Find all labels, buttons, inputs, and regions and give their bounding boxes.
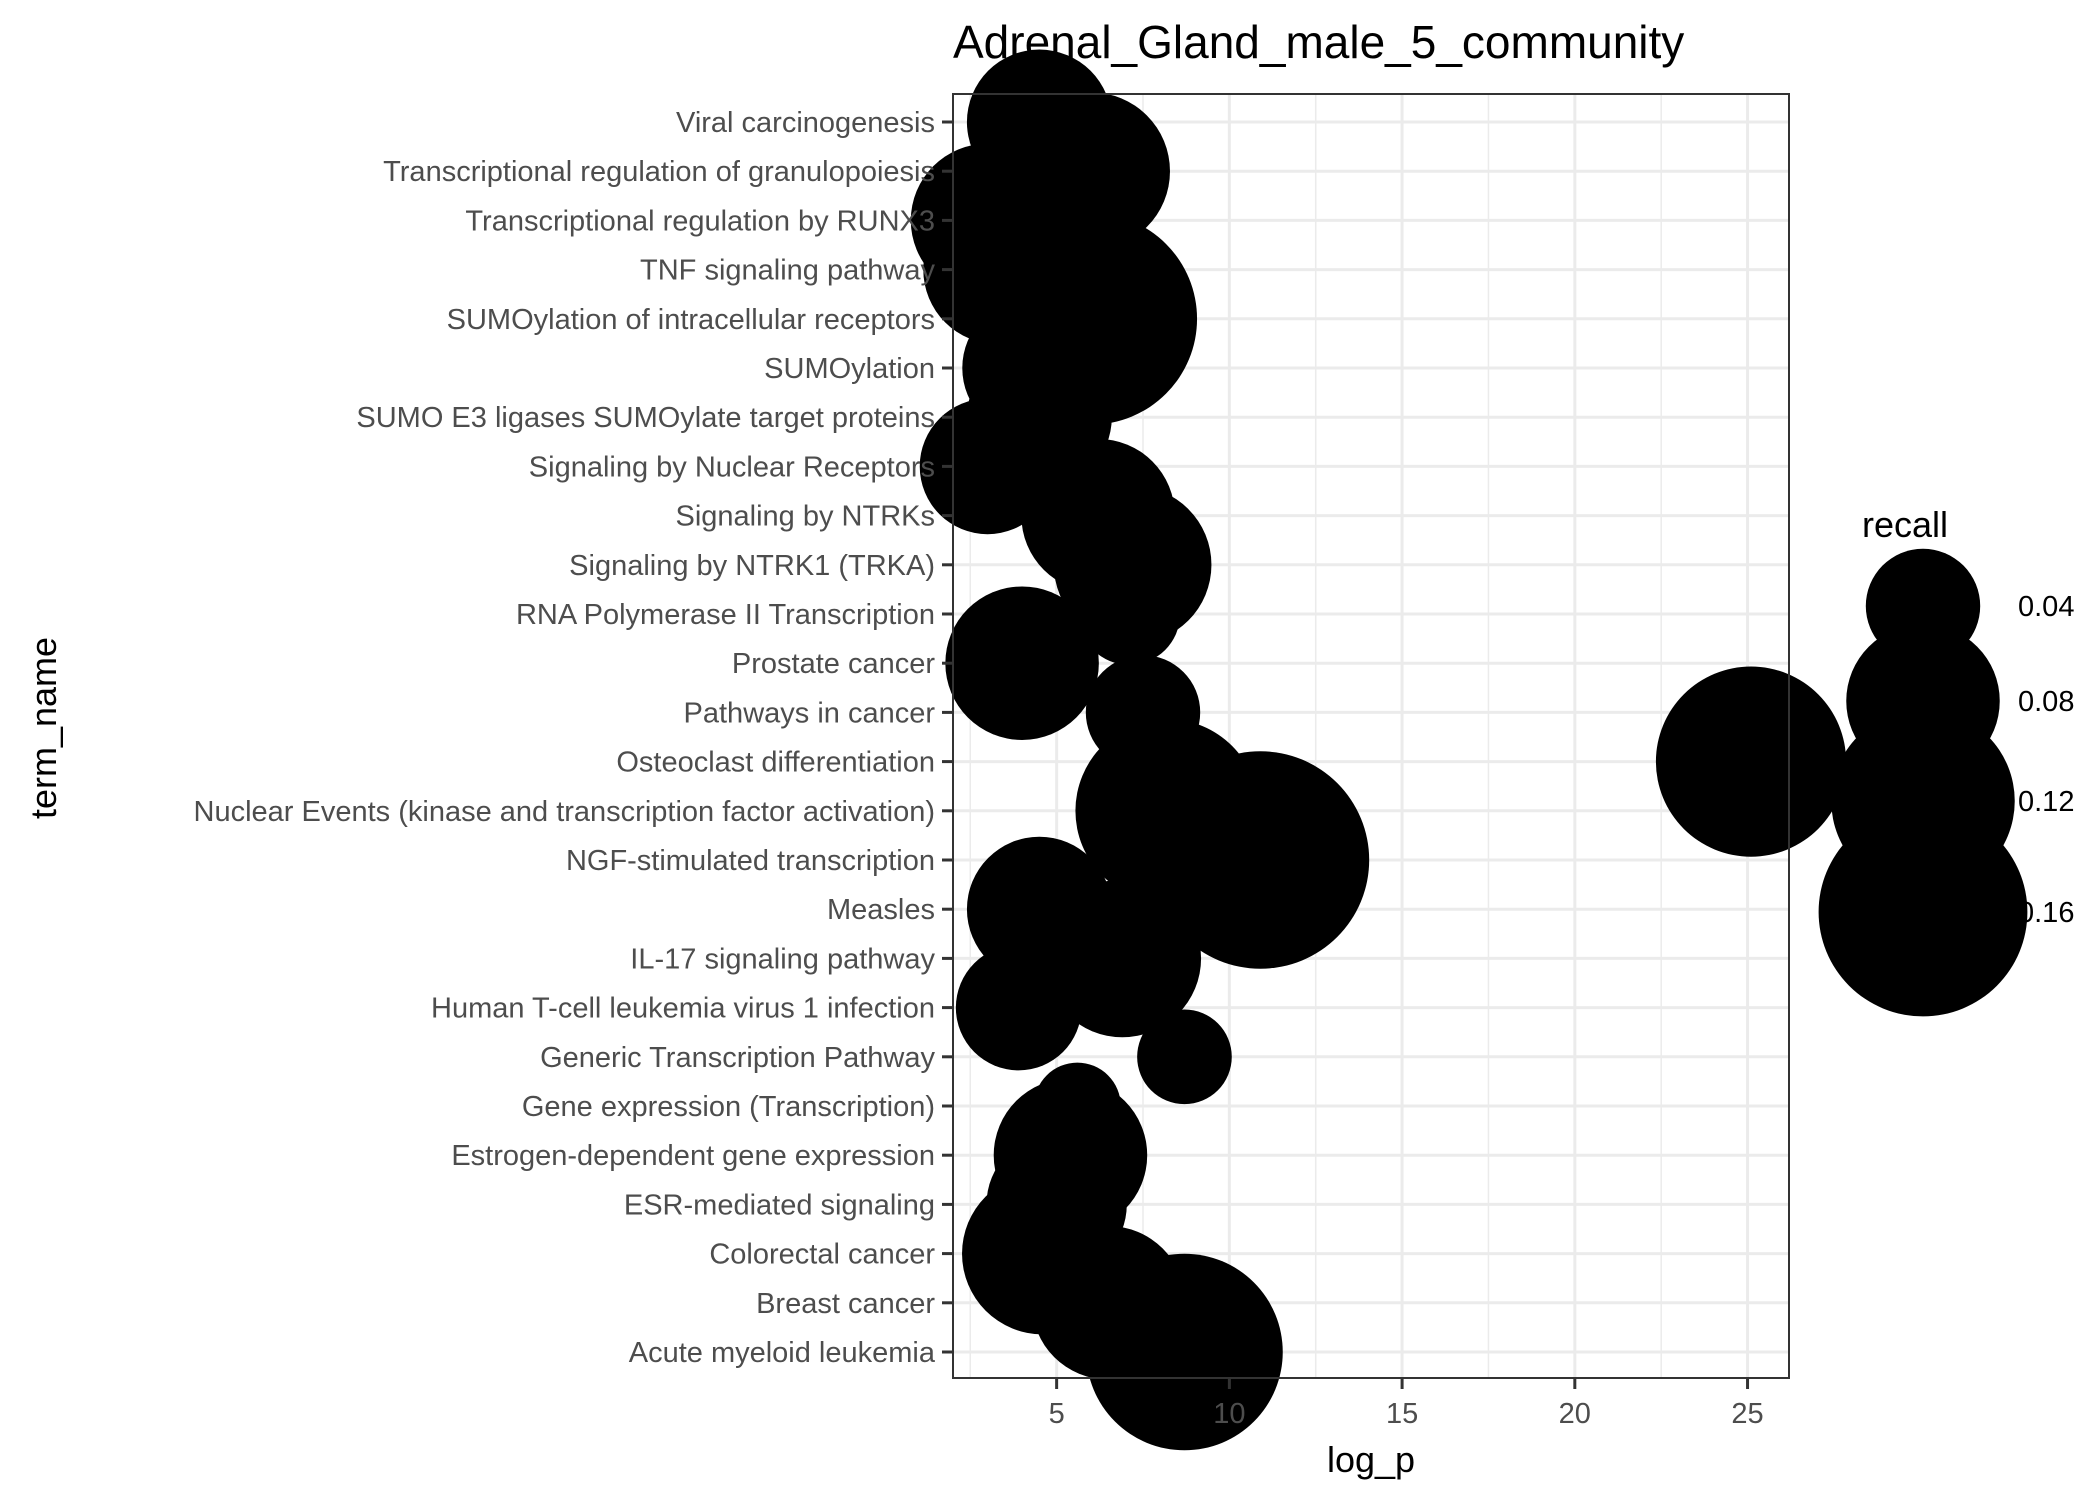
y-tick-label: Transcriptional regulation of granulopoi… — [383, 156, 935, 188]
data-point — [945, 586, 1099, 740]
y-tick-label: Prostate cancer — [732, 648, 935, 680]
y-tick-label: SUMO E3 ligases SUMOylate target protein… — [356, 402, 935, 434]
y-tick-label: Signaling by NTRKs — [676, 501, 936, 533]
y-tick-label: Colorectal cancer — [709, 1239, 935, 1271]
x-axis-title: log_p — [1327, 1439, 1415, 1480]
y-tick-label: Human T-cell leukemia virus 1 infection — [431, 993, 935, 1025]
data-point — [1151, 751, 1370, 969]
y-axis: Viral carcinogenesis Transcriptional regu… — [194, 107, 953, 1369]
data-point — [1043, 879, 1202, 1038]
y-tick-label: Gene expression (Transcription) — [522, 1091, 935, 1123]
x-tick-label: 5 — [1049, 1398, 1065, 1430]
y-tick-label: Pathways in cancer — [684, 697, 936, 729]
legend-title: recall — [1862, 504, 1948, 545]
y-tick-label: Acute myeloid leukemia — [629, 1337, 936, 1369]
panel-border — [952, 93, 1790, 1379]
y-tick-label: Transcriptional regulation by RUNX3 — [465, 205, 935, 237]
y-tick-label: Generic Transcription Pathway — [540, 1042, 935, 1074]
y-tick-label: TNF signaling pathway — [640, 255, 935, 287]
y-tick-label: Signaling by NTRK1 (TRKA) — [569, 550, 935, 582]
data-point — [1086, 1253, 1283, 1451]
data-point — [955, 944, 1082, 1071]
y-tick-label: SUMOylation — [764, 353, 935, 385]
y-tick-label: SUMOylation of intracellular receptors — [447, 304, 935, 336]
y-tick-label: Breast cancer — [756, 1288, 935, 1320]
legend-label: 0.12 — [2018, 786, 2074, 818]
y-tick-label: IL-17 signaling pathway — [630, 943, 935, 975]
y-tick-label: Signaling by Nuclear Receptors — [529, 451, 935, 483]
x-tick-label: 25 — [1731, 1398, 1763, 1430]
data-points — [910, 49, 1847, 1451]
x-tick-label: 15 — [1386, 1398, 1418, 1430]
legend-label: 0.16 — [2018, 897, 2074, 929]
y-axis-title: term_name — [23, 637, 64, 819]
x-axis: 5 10 15 20 25 — [1049, 1378, 1764, 1430]
legend-label: 0.08 — [2018, 686, 2074, 718]
data-point — [1137, 1009, 1232, 1105]
y-tick-label: ESR-mediated signaling — [624, 1189, 935, 1221]
y-tick-label: Measles — [827, 894, 935, 926]
y-tick-label: Estrogen-dependent gene expression — [451, 1140, 935, 1172]
y-tick-label: NGF-stimulated transcription — [566, 845, 935, 877]
x-tick-label: 10 — [1213, 1398, 1245, 1430]
legend: recall 0.04 0.08 0.12 0.16 — [1818, 504, 2074, 1017]
data-point — [1655, 666, 1847, 857]
y-tick-label: Nuclear Events (kinase and transcription… — [194, 796, 935, 828]
x-tick-label: 20 — [1559, 1398, 1591, 1430]
legend-key — [1818, 807, 2028, 1017]
y-tick-label: Viral carcinogenesis — [676, 107, 935, 139]
y-tick-label: RNA Polymerase II Transcription — [516, 599, 935, 631]
data-point — [1078, 563, 1181, 665]
legend-label: 0.04 — [2018, 591, 2074, 623]
y-tick-label: Osteoclast differentiation — [616, 747, 935, 779]
